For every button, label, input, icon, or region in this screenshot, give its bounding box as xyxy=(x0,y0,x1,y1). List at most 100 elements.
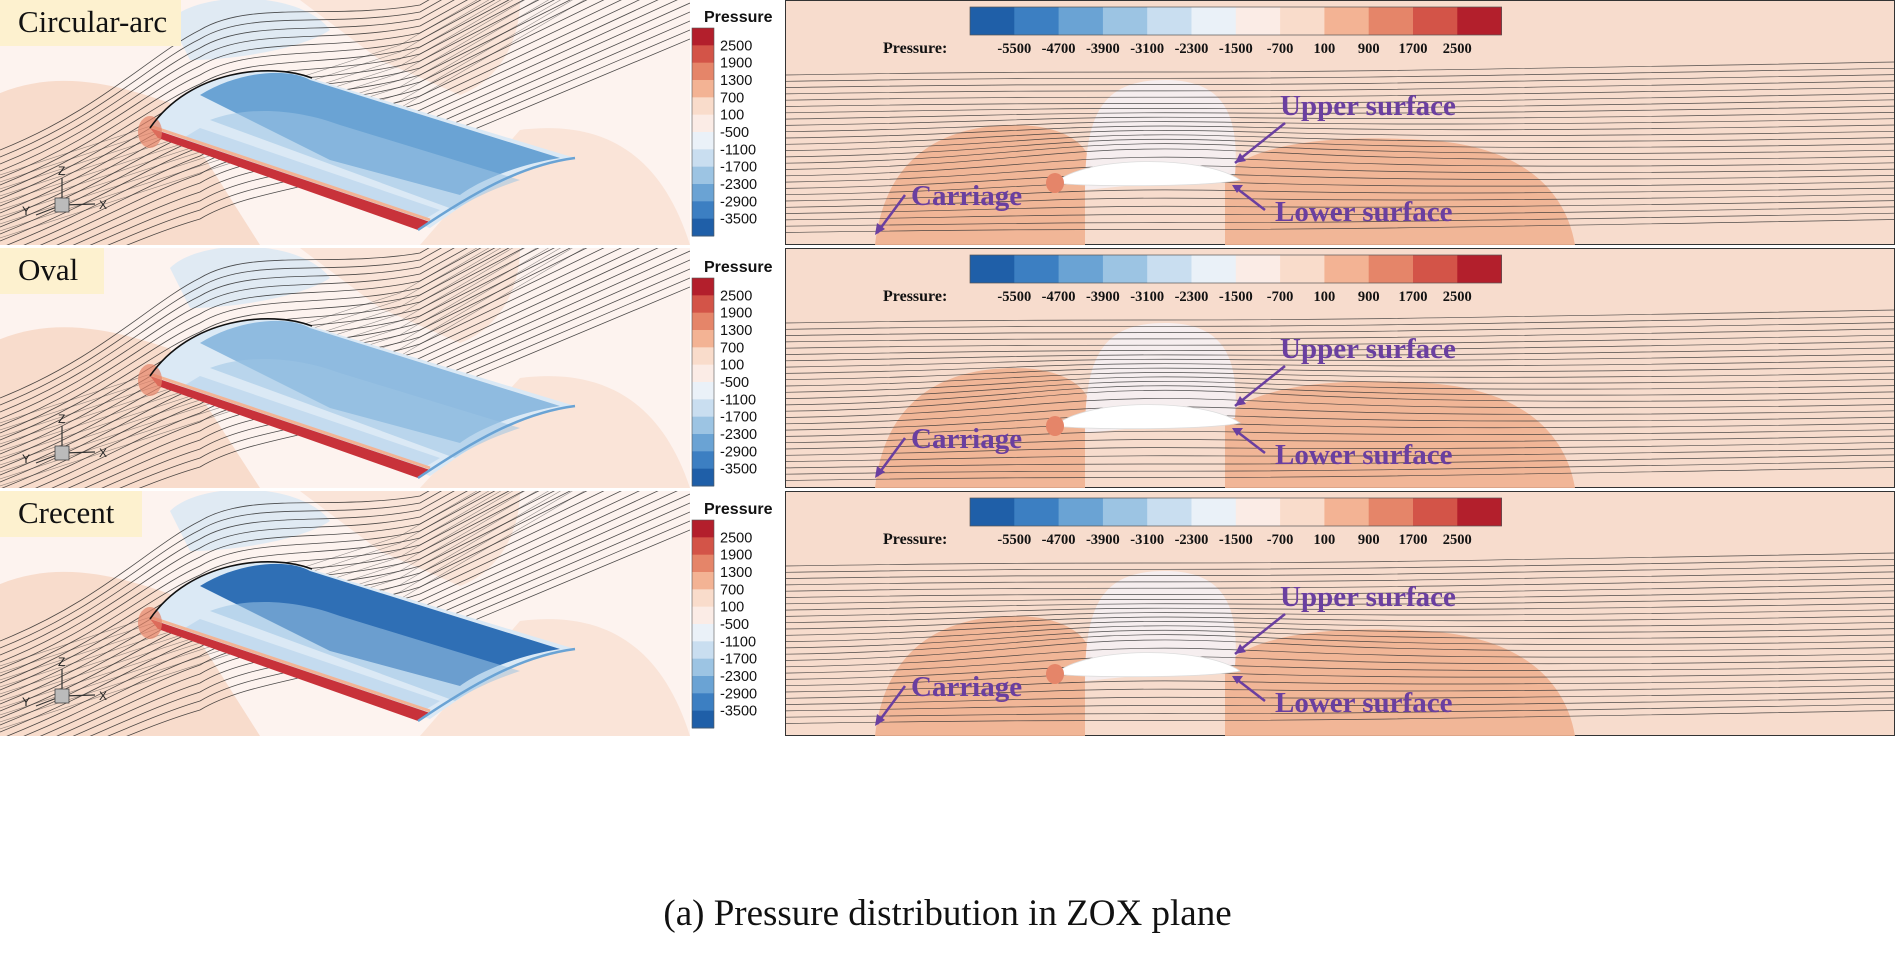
streamline xyxy=(0,248,478,424)
legend-title: Pressure xyxy=(704,501,773,518)
legend-swatch xyxy=(1147,7,1192,35)
streamline xyxy=(785,372,1895,387)
legend-tick: 1700 xyxy=(1399,289,1428,305)
legend-swatch xyxy=(1457,498,1502,526)
streamline xyxy=(785,134,1895,151)
legend-swatch xyxy=(970,255,1015,283)
section-panel-crecent: Pressure: -5500 -4700 -3900 -3100 -2300 -1500-… xyxy=(785,491,1895,736)
legend-tick: -3500 xyxy=(720,704,757,720)
legend-tick: 700 xyxy=(720,340,744,356)
streamline xyxy=(785,429,1895,444)
streamline xyxy=(785,148,1895,170)
legend-swatch xyxy=(1235,255,1281,283)
legend-tick: 100 xyxy=(720,600,744,616)
legend-swatch xyxy=(1014,255,1059,283)
legend-tick: 1300 xyxy=(720,73,752,89)
streamline xyxy=(785,124,1895,139)
streamline xyxy=(785,639,1895,661)
streamline xyxy=(785,156,1895,177)
vertical-legend: Pressure 2500 1900 1300 700 100 -500 -1100 -1700… xyxy=(690,500,780,730)
legend-frame xyxy=(969,497,1502,527)
x-label: X xyxy=(99,198,107,212)
leading-edge xyxy=(150,128,430,230)
streamline xyxy=(0,491,514,688)
figure-caption: (a) Pressure distribution in ZOX plane xyxy=(663,893,1232,934)
trailing-edge xyxy=(417,156,576,232)
annotation-carriage: Carriage xyxy=(911,671,1022,703)
legend-swatch xyxy=(692,166,714,185)
iso-panel-oval: Z X Y Oval xyxy=(0,248,690,488)
legend-swatch xyxy=(692,572,714,590)
streamline xyxy=(785,565,1895,579)
legend-swatch xyxy=(692,62,714,81)
legend-swatch xyxy=(1457,255,1502,283)
legend-swatch xyxy=(1058,498,1104,526)
streamline xyxy=(0,491,496,677)
legend-swatch xyxy=(692,97,714,116)
legend-tick: 100 xyxy=(720,108,744,124)
streamline xyxy=(785,61,1895,76)
streamline xyxy=(785,710,1895,724)
streamline xyxy=(785,577,1895,592)
legend-tick: -2900 xyxy=(720,194,757,210)
arrow-head xyxy=(1235,644,1246,654)
legend-swatch xyxy=(1368,7,1414,35)
legend-swatch xyxy=(692,347,714,366)
axes-cube xyxy=(54,197,70,213)
y-label: Y xyxy=(22,204,30,218)
streamline xyxy=(0,0,510,193)
legend-tick: -2300 xyxy=(1175,532,1209,548)
legend-swatch xyxy=(1147,255,1192,283)
suction-bubble xyxy=(170,248,330,308)
legend-swatch xyxy=(1102,7,1148,35)
streamline xyxy=(0,491,526,695)
legend-tick: -1500 xyxy=(1219,41,1253,57)
legend-swatch xyxy=(1235,498,1281,526)
legend-title: Pressure xyxy=(704,259,773,276)
streamline xyxy=(785,334,1895,349)
legend-tick: 100 xyxy=(1314,532,1336,548)
legend-tick: 1700 xyxy=(1399,41,1428,57)
legend-swatch xyxy=(692,45,714,64)
streamline xyxy=(0,0,490,183)
streamline xyxy=(0,248,490,431)
streamline xyxy=(785,93,1895,107)
streamline xyxy=(0,248,442,406)
legend-tick: 100 xyxy=(720,358,744,374)
streamline xyxy=(0,248,561,473)
streamline xyxy=(0,248,430,399)
legend-swatch xyxy=(692,218,714,237)
legend-title: Pressure: xyxy=(883,288,947,305)
wing-surface xyxy=(210,110,520,210)
streamline xyxy=(785,629,1895,649)
wing-surface xyxy=(180,376,440,470)
streamline xyxy=(785,634,1895,655)
streamline xyxy=(785,200,1895,214)
legend-tick: -2300 xyxy=(720,177,757,193)
streamline xyxy=(0,0,514,197)
legend-swatch xyxy=(692,312,714,331)
legend-tick: -500 xyxy=(720,617,749,633)
legend-tick: 2500 xyxy=(1443,289,1472,305)
annotation-upper: Upper surface xyxy=(1280,333,1456,365)
legend-tick: -2300 xyxy=(1175,289,1209,305)
streamline xyxy=(785,322,1895,336)
pressure-zone xyxy=(300,248,520,343)
streamline xyxy=(785,105,1895,120)
legend-tick: -2300 xyxy=(720,669,757,685)
leading-edge-highlight xyxy=(149,615,431,713)
legend-frame xyxy=(691,27,715,237)
legend-tick: -2900 xyxy=(720,444,757,460)
legend-swatch xyxy=(692,132,714,150)
streamline xyxy=(785,454,1895,469)
streamline xyxy=(785,143,1895,164)
vertical-legend: Pressure 2500 1900 1300 700 100 -500 -1100 -1700… xyxy=(690,8,780,238)
legend-swatch xyxy=(692,606,714,625)
streamline xyxy=(0,0,482,179)
legend-title: Pressure xyxy=(704,9,773,26)
iso-panel-crecent: Z X Y Crecent xyxy=(0,491,690,736)
streamline xyxy=(785,385,1895,406)
root-profile xyxy=(149,69,313,129)
legend-tick: -3900 xyxy=(1086,289,1120,305)
section-panel-oval: Pressure: -5500 -4700 -3900 -3100 -2300 -1500-… xyxy=(785,248,1895,488)
